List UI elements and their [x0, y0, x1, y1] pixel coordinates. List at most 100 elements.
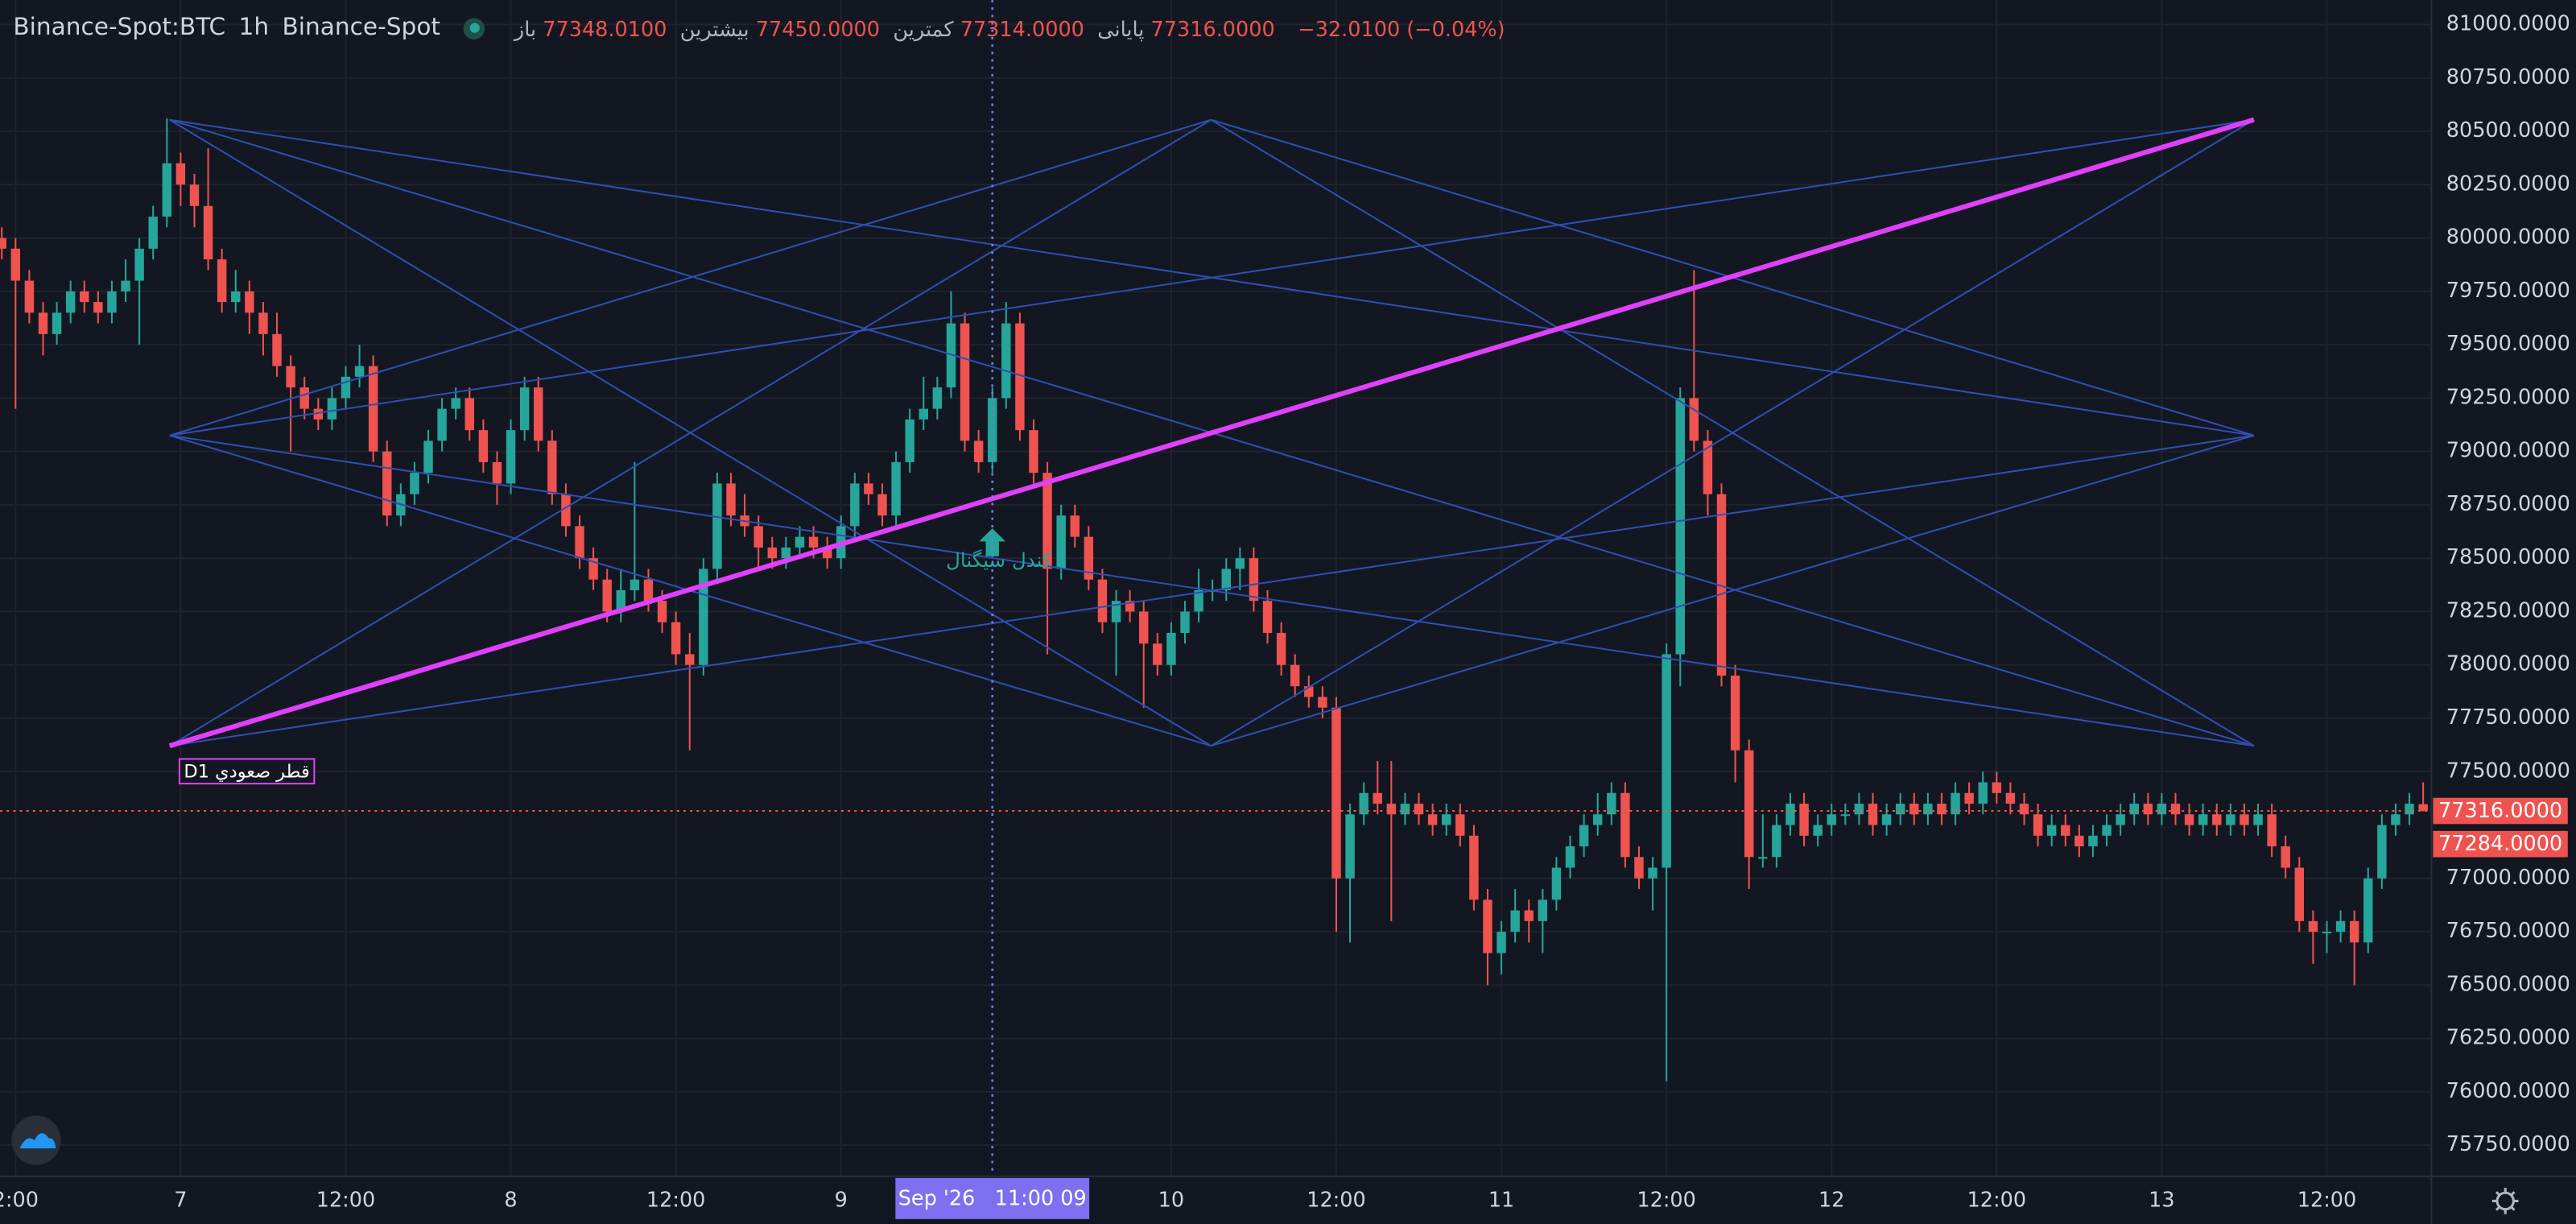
candle-body [1799, 804, 1809, 836]
candle-body [2198, 814, 2208, 825]
axes: 81000.0000 80750.0000 80500.0000 80250.0000… [0, 11, 2570, 1219]
plot-area: قطر صعودي D1 كندل سيگنال [0, 0, 2432, 1176]
y-tick-label: 80000.0000 [2446, 225, 2570, 250]
candle-body [1125, 601, 1135, 612]
candle-body [2240, 814, 2249, 825]
y-tick-label: 79750.0000 [2446, 279, 2570, 303]
x-tick-label: 7 [174, 1188, 187, 1212]
candle-body [1097, 579, 1108, 622]
candle-body [2267, 814, 2277, 847]
candle-body [437, 408, 447, 441]
ohlc-label: باز [514, 15, 537, 40]
candle-body [1235, 558, 1245, 569]
candle-body [382, 451, 392, 516]
candle-body [1978, 782, 1988, 804]
candle-body [1414, 804, 1424, 815]
crosshair-time-box [895, 1177, 1090, 1219]
candle-body [1111, 601, 1121, 622]
price-change: −32.0100 (−0.04%) [1298, 15, 1505, 40]
x-tick-label: 11 [1488, 1188, 1514, 1212]
candle-body [2391, 814, 2401, 825]
y-tick-label: 78500.0000 [2446, 545, 2570, 569]
candle-body [850, 483, 860, 527]
candle-body [272, 333, 282, 366]
settings-button[interactable] [2491, 1188, 2519, 1214]
candle-body [1469, 835, 1479, 900]
candle-body [423, 440, 433, 473]
candle-body [492, 461, 502, 484]
candle-body [1290, 664, 1300, 687]
candle-body [1400, 804, 1410, 815]
legend-header: Binance-Spot:BTC 1h Binance-Spot باز 7734… [13, 11, 1505, 44]
candle-body [643, 579, 654, 602]
candle-body [1304, 686, 1314, 697]
candle-body [1441, 814, 1451, 825]
trend-label: قطر صعودي D1 [184, 761, 309, 782]
fan-line [169, 118, 1212, 747]
candle-body [1716, 494, 1727, 676]
candle-body [1565, 846, 1575, 868]
candle-body [1042, 473, 1052, 569]
fan-line [169, 434, 2255, 747]
candle-body [148, 217, 158, 249]
fan-line [169, 118, 2255, 436]
candle-body [24, 280, 35, 313]
y-tick-label: 76750.0000 [2446, 919, 2570, 943]
candle-body [1153, 643, 1162, 665]
candle-body [1854, 804, 1864, 815]
candle-body [1785, 804, 1795, 825]
x-tick-label: 9 [835, 1188, 848, 1212]
candle-body [464, 398, 475, 431]
candle-body [231, 291, 241, 303]
candle-body [80, 291, 89, 303]
fan-line [1210, 118, 2255, 747]
candle-body [2033, 814, 2043, 836]
candle-body [864, 483, 873, 494]
candle-body [299, 387, 309, 409]
gear-teeth [2491, 1188, 2519, 1214]
candle-body [657, 601, 667, 622]
candle-body [2157, 804, 2167, 815]
candle-body [1964, 792, 1974, 804]
candle-body [1951, 792, 1960, 815]
candle-body [245, 291, 254, 313]
candle-body [2405, 804, 2414, 815]
candle-body [1180, 611, 1190, 633]
price-label: 77284.0000 [2438, 832, 2562, 856]
candle-body [877, 494, 887, 516]
candle-body [506, 430, 516, 484]
candle-body [1345, 814, 1355, 879]
y-tick-label: 81000.0000 [2446, 11, 2570, 35]
x-tick-label: 12:00 [2297, 1188, 2357, 1212]
candle-body [699, 569, 708, 665]
candle-body [2322, 932, 2332, 934]
candle-body [2102, 825, 2112, 836]
candle-body [1744, 750, 1754, 858]
candle-body [1607, 792, 1616, 815]
logo[interactable] [11, 1115, 61, 1165]
candle-body [1909, 804, 1919, 815]
candle-body [1276, 632, 1286, 665]
candle-body [1249, 558, 1259, 602]
candle-body [1730, 675, 1740, 751]
y-tick-label: 79250.0000 [2446, 385, 2570, 409]
candle-body [2061, 825, 2070, 836]
candle-body [905, 419, 914, 462]
symbol[interactable]: Binance-Spot:BTC [13, 14, 226, 42]
candle-body [1689, 398, 1699, 441]
candle-body [2129, 804, 2139, 815]
candle-body [1483, 899, 1492, 953]
candle-body [1524, 910, 1534, 921]
candle-body [2349, 920, 2359, 943]
candle-body [2253, 814, 2263, 825]
candle-body [1331, 707, 1341, 879]
ohlc-value: 77348.0100 [543, 15, 667, 40]
x-tick-label: 12:00 [646, 1188, 706, 1212]
candle-body [189, 184, 200, 206]
x-tick-label: 12:00 [1967, 1188, 2027, 1212]
ohlc-value: 77314.0000 [960, 15, 1084, 40]
candle-body [1923, 804, 1933, 815]
ohlc-value: 77450.0000 [755, 15, 881, 40]
interval[interactable]: 1h [238, 14, 270, 42]
